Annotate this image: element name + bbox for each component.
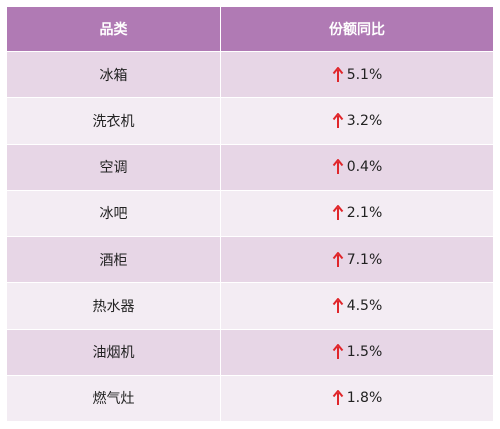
category-cell: 燃气灶 [7,375,221,421]
category-cell: 油烟机 [7,329,221,375]
share-change-cell: 1.8% [221,376,493,421]
share-change-value: 1.5% [346,344,383,361]
table-row: 燃气灶 1.8% [7,374,493,421]
category-cell: 热水器 [7,283,221,329]
share-change-value: 1.8% [346,390,383,407]
share-change-cell: 0.4% [221,145,493,190]
table-row: 酒柜 7.1% [7,236,493,283]
table-body: 冰箱 5.1% 洗衣机 3.2% 空调 0.4% 冰吧 2.1% 酒柜 7.1% 热水器 4.5% 油烟… [7,51,493,421]
share-change-cell: 7.1% [221,237,493,282]
share-change-value: 3.2% [346,112,383,129]
table-row: 热水器 4.5% [7,282,493,329]
up-arrow-icon [332,344,343,360]
share-yoy-table: 品类 份额同比 冰箱 5.1% 洗衣机 3.2% 空调 0.4% 冰吧 2.1% 酒柜 7.1% 热… [7,7,493,421]
up-arrow-icon [332,205,343,221]
share-change-value: 5.1% [346,66,383,83]
share-change-cell: 3.2% [221,98,493,143]
table-row: 冰箱 5.1% [7,51,493,98]
table-row: 空调 0.4% [7,143,493,190]
category-cell: 空调 [7,144,221,190]
up-arrow-icon [332,390,343,406]
share-change-value: 0.4% [346,159,383,176]
share-change-cell: 2.1% [221,191,493,236]
share-change-cell: 1.5% [221,330,493,375]
table-row: 油烟机 1.5% [7,328,493,375]
share-change-value: 7.1% [346,251,383,268]
up-arrow-icon [332,112,343,128]
table-header: 品类 份额同比 [7,7,493,51]
share-change-cell: 5.1% [221,52,493,97]
share-change-value: 2.1% [346,205,383,222]
up-arrow-icon [332,297,343,313]
header-share-yoy: 份额同比 [329,22,385,38]
table-row: 洗衣机 3.2% [7,97,493,144]
category-cell: 洗衣机 [7,98,221,144]
share-change-cell: 4.5% [221,283,493,328]
header-category: 品类 [7,7,221,51]
up-arrow-icon [332,251,343,267]
up-arrow-icon [332,159,343,175]
category-cell: 冰箱 [7,52,221,98]
share-change-value: 4.5% [346,297,383,314]
table-row: 冰吧 2.1% [7,189,493,236]
category-cell: 冰吧 [7,190,221,236]
up-arrow-icon [332,66,343,82]
category-cell: 酒柜 [7,237,221,283]
